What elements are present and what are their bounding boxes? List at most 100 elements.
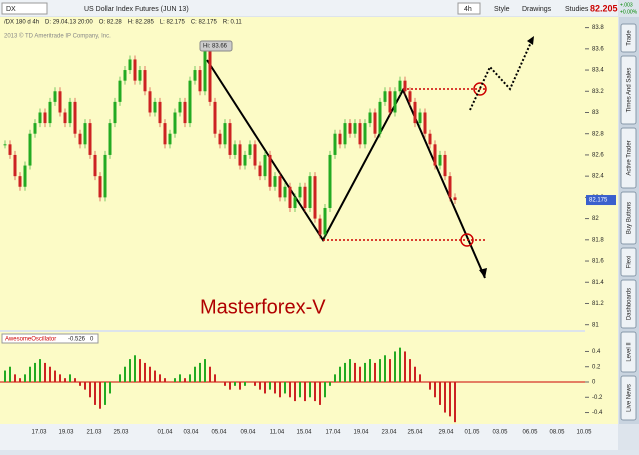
candle xyxy=(83,123,87,145)
oscillator-bar xyxy=(439,382,441,405)
period[interactable]: 4h xyxy=(464,6,472,13)
candle xyxy=(163,123,167,145)
sidebar-label[interactable]: Buy Buttons xyxy=(627,202,633,234)
drawings xyxy=(206,36,534,279)
y-tick-label: 83.6 xyxy=(592,46,604,52)
sidebar-tab[interactable] xyxy=(620,55,637,125)
sidebar-label[interactable]: Times And Sales xyxy=(627,68,633,113)
candle xyxy=(263,154,267,177)
sidebar-tab[interactable] xyxy=(620,279,637,329)
oscillator-bar xyxy=(239,382,241,390)
style-button[interactable]: Style xyxy=(494,6,510,13)
price-axis xyxy=(585,17,618,424)
candle xyxy=(368,112,372,124)
oscillator-bar xyxy=(259,382,261,390)
sidebar-tab[interactable] xyxy=(620,375,637,421)
sidebar-tab[interactable] xyxy=(620,127,637,189)
x-tick-label: 23.04 xyxy=(381,430,397,436)
candle xyxy=(138,70,142,81)
sidebar-label[interactable]: Live News xyxy=(627,384,633,412)
candle xyxy=(318,218,322,235)
oscillator-bar xyxy=(189,374,191,382)
info-field: L: 82.175 xyxy=(160,20,186,26)
candle xyxy=(258,165,262,177)
sidebar-tab[interactable] xyxy=(620,23,637,53)
period-box[interactable] xyxy=(457,2,481,15)
info-field: D: 29.04.13 20:00 xyxy=(45,20,93,26)
candle xyxy=(143,70,147,92)
oscillator-bar xyxy=(54,370,56,382)
sidebar-tab[interactable] xyxy=(620,191,637,245)
current-price-box xyxy=(586,195,616,206)
symbol[interactable]: DX xyxy=(6,6,16,13)
candle xyxy=(158,101,162,124)
watermark: 2013 © TD Ameritrade IP Company, Inc. xyxy=(4,33,111,40)
info-row: /DX 180 d 4h D: 29.04.13 20:00 O: 82.28 H: … xyxy=(4,20,242,26)
y-tick-label: 81.8 xyxy=(592,237,604,243)
candle xyxy=(238,144,242,166)
y-tick-label: -0.4 xyxy=(592,410,603,416)
candle xyxy=(23,165,27,187)
oscillator-bar xyxy=(94,382,96,405)
oscillator-bar xyxy=(444,382,446,413)
oscillator-bar xyxy=(449,382,451,417)
candle xyxy=(183,101,187,124)
candle xyxy=(153,101,157,113)
candle xyxy=(58,91,62,113)
oscillator-bar xyxy=(124,366,126,382)
forecast-line xyxy=(469,39,533,111)
info-field: R: 0.11 xyxy=(223,20,243,26)
oscillator-bar xyxy=(334,374,336,382)
candle xyxy=(8,144,12,155)
candle xyxy=(353,123,357,134)
candle xyxy=(203,48,207,92)
drawings-button[interactable]: Drawings xyxy=(522,6,552,13)
sidebar-tab[interactable] xyxy=(620,247,637,277)
oscillator-bar xyxy=(359,366,361,382)
candle xyxy=(373,112,377,134)
symbol-box[interactable] xyxy=(1,2,48,15)
y-tick-label: -0.2 xyxy=(592,395,603,401)
x-tick-label: 01.05 xyxy=(464,430,480,436)
candle xyxy=(18,176,22,187)
oscillator-bar xyxy=(139,359,141,382)
candle xyxy=(198,70,202,92)
y-tick-label: 82.4 xyxy=(592,174,604,180)
x-tick-label: 15.04 xyxy=(296,430,312,436)
candle xyxy=(288,186,292,208)
candle xyxy=(303,186,307,208)
oscillator-bar xyxy=(14,374,16,382)
candle xyxy=(48,101,52,124)
candle xyxy=(428,133,432,145)
arrow-head xyxy=(479,268,487,278)
candle xyxy=(148,91,152,113)
candle xyxy=(358,123,362,145)
oscillator-bar xyxy=(179,374,181,382)
oscillator-bar xyxy=(99,382,101,409)
candle xyxy=(413,101,417,124)
sidebar-label[interactable]: Flexi xyxy=(627,256,633,269)
oscillator-bar xyxy=(24,374,26,382)
oscillator-bar xyxy=(314,382,316,402)
y-tick-label: 0.4 xyxy=(592,349,601,355)
x-tick-label: 01.04 xyxy=(157,430,173,436)
oscillator-bar xyxy=(339,366,341,382)
candle xyxy=(38,112,42,124)
x-tick-label: 03.04 xyxy=(183,430,199,436)
sidebar-label[interactable]: Level II xyxy=(627,342,633,362)
candle xyxy=(348,123,352,134)
hi-box xyxy=(199,40,233,52)
studies-button[interactable]: Studies xyxy=(565,6,589,13)
sidebar-tab[interactable] xyxy=(620,331,637,373)
oscillator-bar xyxy=(79,382,81,386)
sidebar-label[interactable]: Active Trader xyxy=(627,140,633,175)
candle xyxy=(33,123,37,134)
candle xyxy=(383,91,387,102)
sidebar-label[interactable]: Dashboards xyxy=(627,288,633,320)
oscillator-bar xyxy=(34,362,36,382)
oscillator-bar xyxy=(9,366,11,382)
info-field: /DX 180 d 4h xyxy=(4,20,39,26)
candle xyxy=(393,91,397,113)
sidebar-label[interactable]: Trade xyxy=(627,30,633,46)
